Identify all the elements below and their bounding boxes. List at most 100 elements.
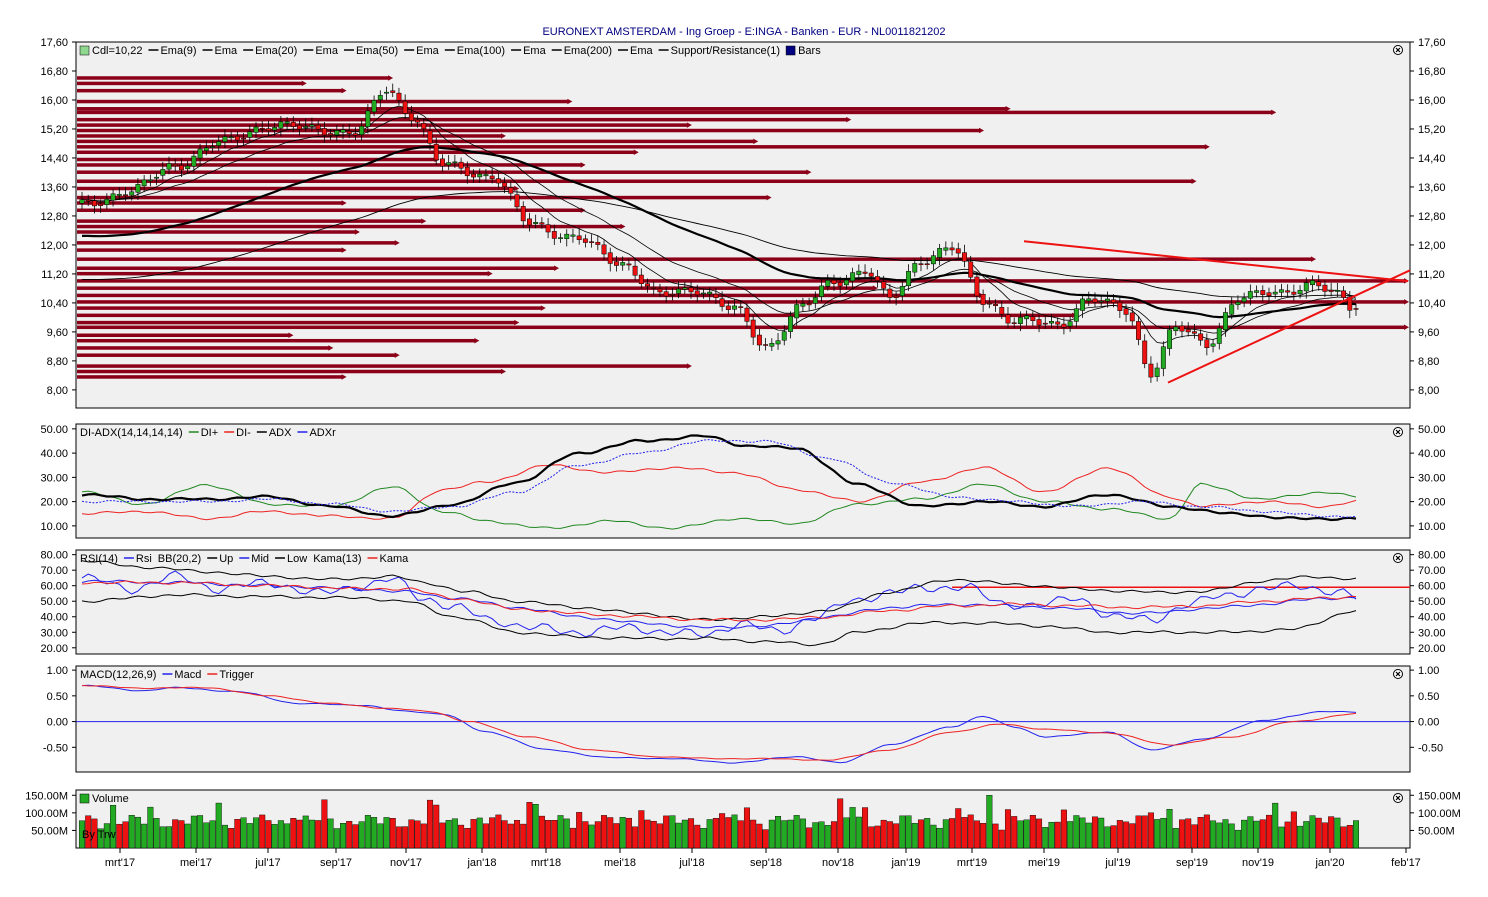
y-tick-label-right: 1.00	[1418, 665, 1439, 677]
volume-bar	[526, 802, 533, 849]
volume-bar	[712, 817, 719, 849]
candle-body	[930, 255, 936, 265]
volume-bar	[886, 821, 893, 849]
y-tick-label-left: 100.00M	[25, 808, 68, 820]
candle-body	[831, 279, 837, 284]
candle-body	[259, 127, 265, 130]
support-resistance-arrow	[846, 116, 852, 123]
volume-bar	[681, 819, 688, 849]
candle-body	[104, 198, 110, 205]
close-icon[interactable]	[1393, 45, 1403, 55]
legend-entry: Up	[219, 553, 233, 565]
volume-bar	[1216, 822, 1223, 849]
volume-bar	[284, 823, 291, 849]
volume-bar	[228, 828, 235, 849]
volume-bar	[166, 826, 173, 849]
volume-bar	[719, 813, 726, 849]
volume-bar	[464, 828, 471, 849]
volume-bar	[1241, 819, 1248, 849]
y-tick-label-right: 70.00	[1418, 565, 1446, 577]
close-icon[interactable]	[1393, 793, 1403, 803]
volume-bar	[949, 818, 956, 849]
volume-bar	[178, 820, 185, 849]
volume-bar	[582, 821, 589, 849]
close-icon[interactable]	[1393, 427, 1403, 437]
series-line-di-	[81, 464, 1357, 521]
support-resistance-arrow	[1404, 299, 1409, 305]
volume-bar	[458, 824, 465, 849]
volume-bar	[197, 815, 204, 849]
y-tick-label-left: 50.00	[40, 596, 68, 608]
support-trendline	[1167, 269, 1411, 384]
support-resistance-bar	[77, 186, 516, 191]
y-tick-label-left: 50.00	[40, 424, 68, 436]
volume-bar	[1023, 819, 1030, 849]
candle-body	[850, 272, 856, 282]
support-resistance-bar	[77, 375, 343, 379]
x-tick-label: mei'17	[180, 857, 212, 869]
y-tick-label-right: 30.00	[1418, 472, 1446, 484]
candle-body	[1260, 290, 1266, 295]
candle-body	[265, 128, 271, 131]
volume-bar	[837, 798, 844, 849]
volume-bar	[1017, 820, 1024, 849]
y-tick-label-right: 100.00M	[1418, 808, 1461, 820]
close-icon[interactable]	[1393, 669, 1403, 679]
support-resistance-arrow	[500, 133, 506, 139]
legend-entry: ADX	[269, 427, 292, 439]
candle-body	[632, 265, 638, 276]
candle-body	[135, 184, 141, 193]
volume-bar	[551, 820, 558, 849]
candle-body	[458, 161, 464, 169]
support-resistance-arrow	[328, 345, 334, 351]
support-resistance-bar	[77, 248, 343, 252]
legend-swatch	[79, 45, 90, 56]
volume-bar	[619, 817, 626, 849]
candle-body	[868, 272, 874, 277]
y-tick-label-left: 17,60	[40, 37, 68, 49]
candle-body	[79, 199, 85, 204]
candle-body	[750, 319, 756, 338]
y-tick-label-right: 12,80	[1418, 211, 1446, 223]
candle-body	[384, 91, 389, 94]
candle-body	[141, 179, 147, 187]
support-resistance-bar	[77, 163, 582, 167]
close-icon-x	[1395, 671, 1401, 677]
series-line-kama	[81, 580, 1357, 622]
candle-body	[725, 305, 731, 310]
candle-body	[738, 306, 744, 308]
volume-bar	[1203, 814, 1210, 849]
candle-body	[1328, 289, 1334, 292]
candle-body	[297, 124, 302, 130]
candle-body	[1310, 280, 1315, 286]
candle-body	[278, 121, 284, 129]
close-icon[interactable]	[1393, 553, 1403, 563]
support-resistance-bar	[77, 81, 303, 86]
candle-body	[533, 222, 539, 224]
volume-bar	[1085, 822, 1092, 849]
candle-body	[707, 291, 713, 295]
y-tick-label-right: 8,80	[1418, 356, 1439, 368]
volume-bar	[955, 808, 962, 849]
volume-bar	[327, 818, 334, 849]
candle-body	[794, 304, 800, 319]
candle-body	[669, 293, 675, 296]
volume-bar	[445, 820, 452, 849]
candle-body	[172, 163, 178, 167]
volume-bar	[1104, 826, 1111, 849]
candle-body	[955, 248, 961, 254]
candle-body	[495, 178, 501, 184]
volume-bar	[1079, 817, 1086, 849]
volume-bar	[1228, 823, 1235, 849]
volume-bar	[78, 820, 85, 849]
legend-entry: DI-	[236, 427, 251, 439]
x-tick-label: sep'17	[320, 857, 352, 869]
support-resistance-bar	[77, 123, 688, 127]
volume-bar	[1321, 822, 1328, 849]
candle-body	[819, 285, 824, 297]
support-resistance-bar	[77, 219, 423, 223]
volume-bar	[290, 818, 297, 849]
candle-body	[241, 137, 247, 140]
candle-body	[626, 263, 632, 266]
candle-body	[303, 126, 309, 128]
